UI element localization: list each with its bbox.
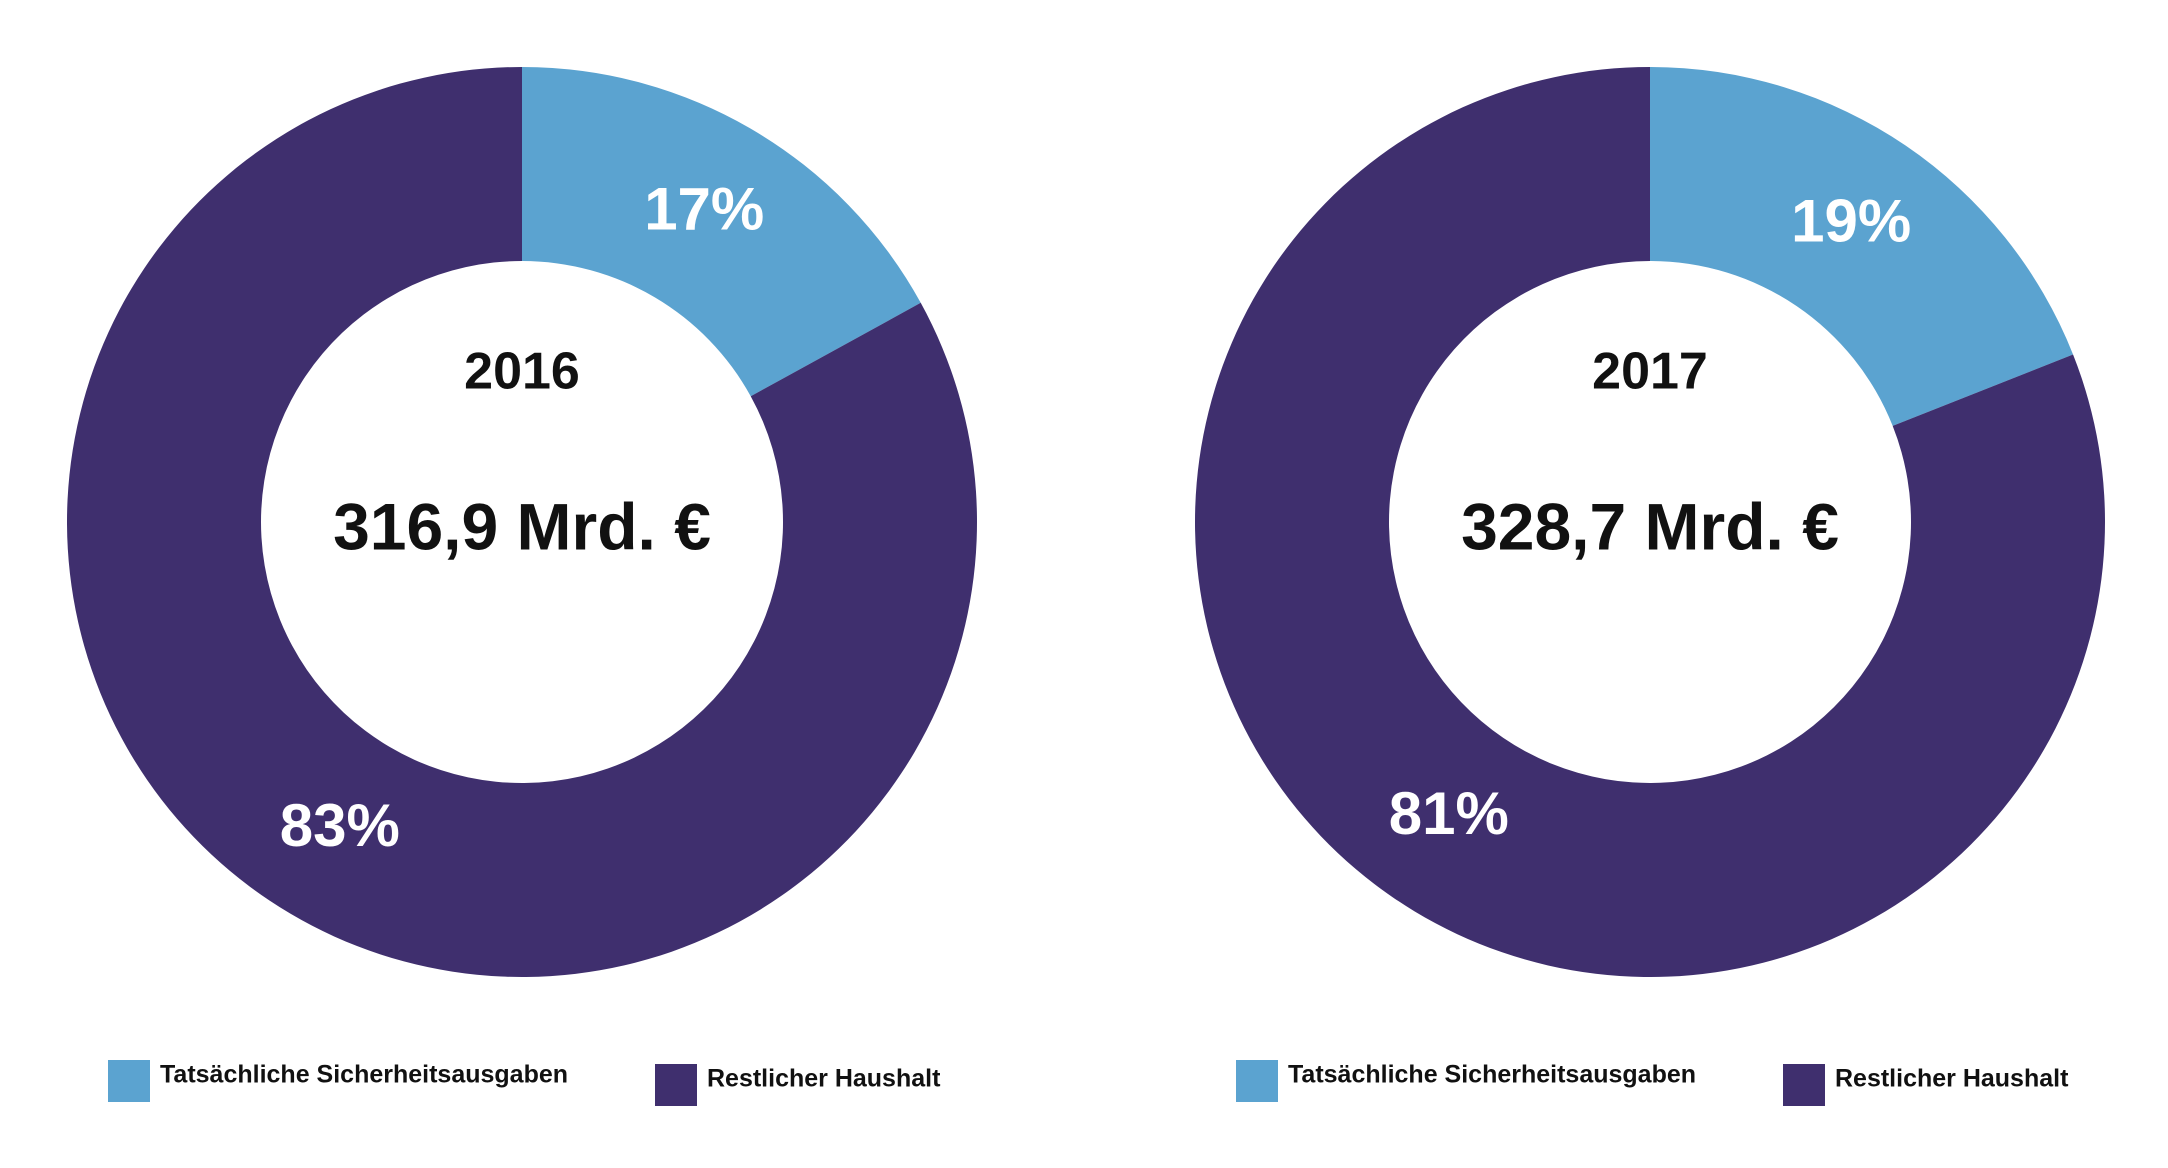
- legend-label: Tatsächliche Sicherheitsausgaben: [160, 1061, 568, 1089]
- legend-swatch: [108, 1060, 150, 1102]
- legend-label: Tatsächliche Sicherheitsausgaben: [1288, 1061, 1696, 1089]
- slice: [1650, 67, 2074, 426]
- value-label: 83%: [280, 792, 400, 859]
- slice: [522, 67, 921, 397]
- legend-label: Restlicher Haushalt: [707, 1065, 941, 1093]
- value-label: 17%: [644, 176, 764, 243]
- center-subtitle: 316,9 Mrd. €: [333, 489, 711, 563]
- center-subtitle: 328,7 Mrd. €: [1461, 489, 1839, 563]
- legend-swatch: [1236, 1060, 1278, 1102]
- value-label: 81%: [1389, 780, 1509, 847]
- slice: [67, 67, 978, 978]
- legend-label: Restlicher Haushalt: [1835, 1065, 2069, 1093]
- slice: [1195, 67, 2105, 978]
- value-label: 19%: [1791, 188, 1911, 255]
- center-title: 2017: [1592, 343, 1708, 401]
- legend-swatch: [655, 1064, 697, 1106]
- legend-swatch: [1783, 1064, 1825, 1106]
- center-title: 2016: [464, 343, 580, 401]
